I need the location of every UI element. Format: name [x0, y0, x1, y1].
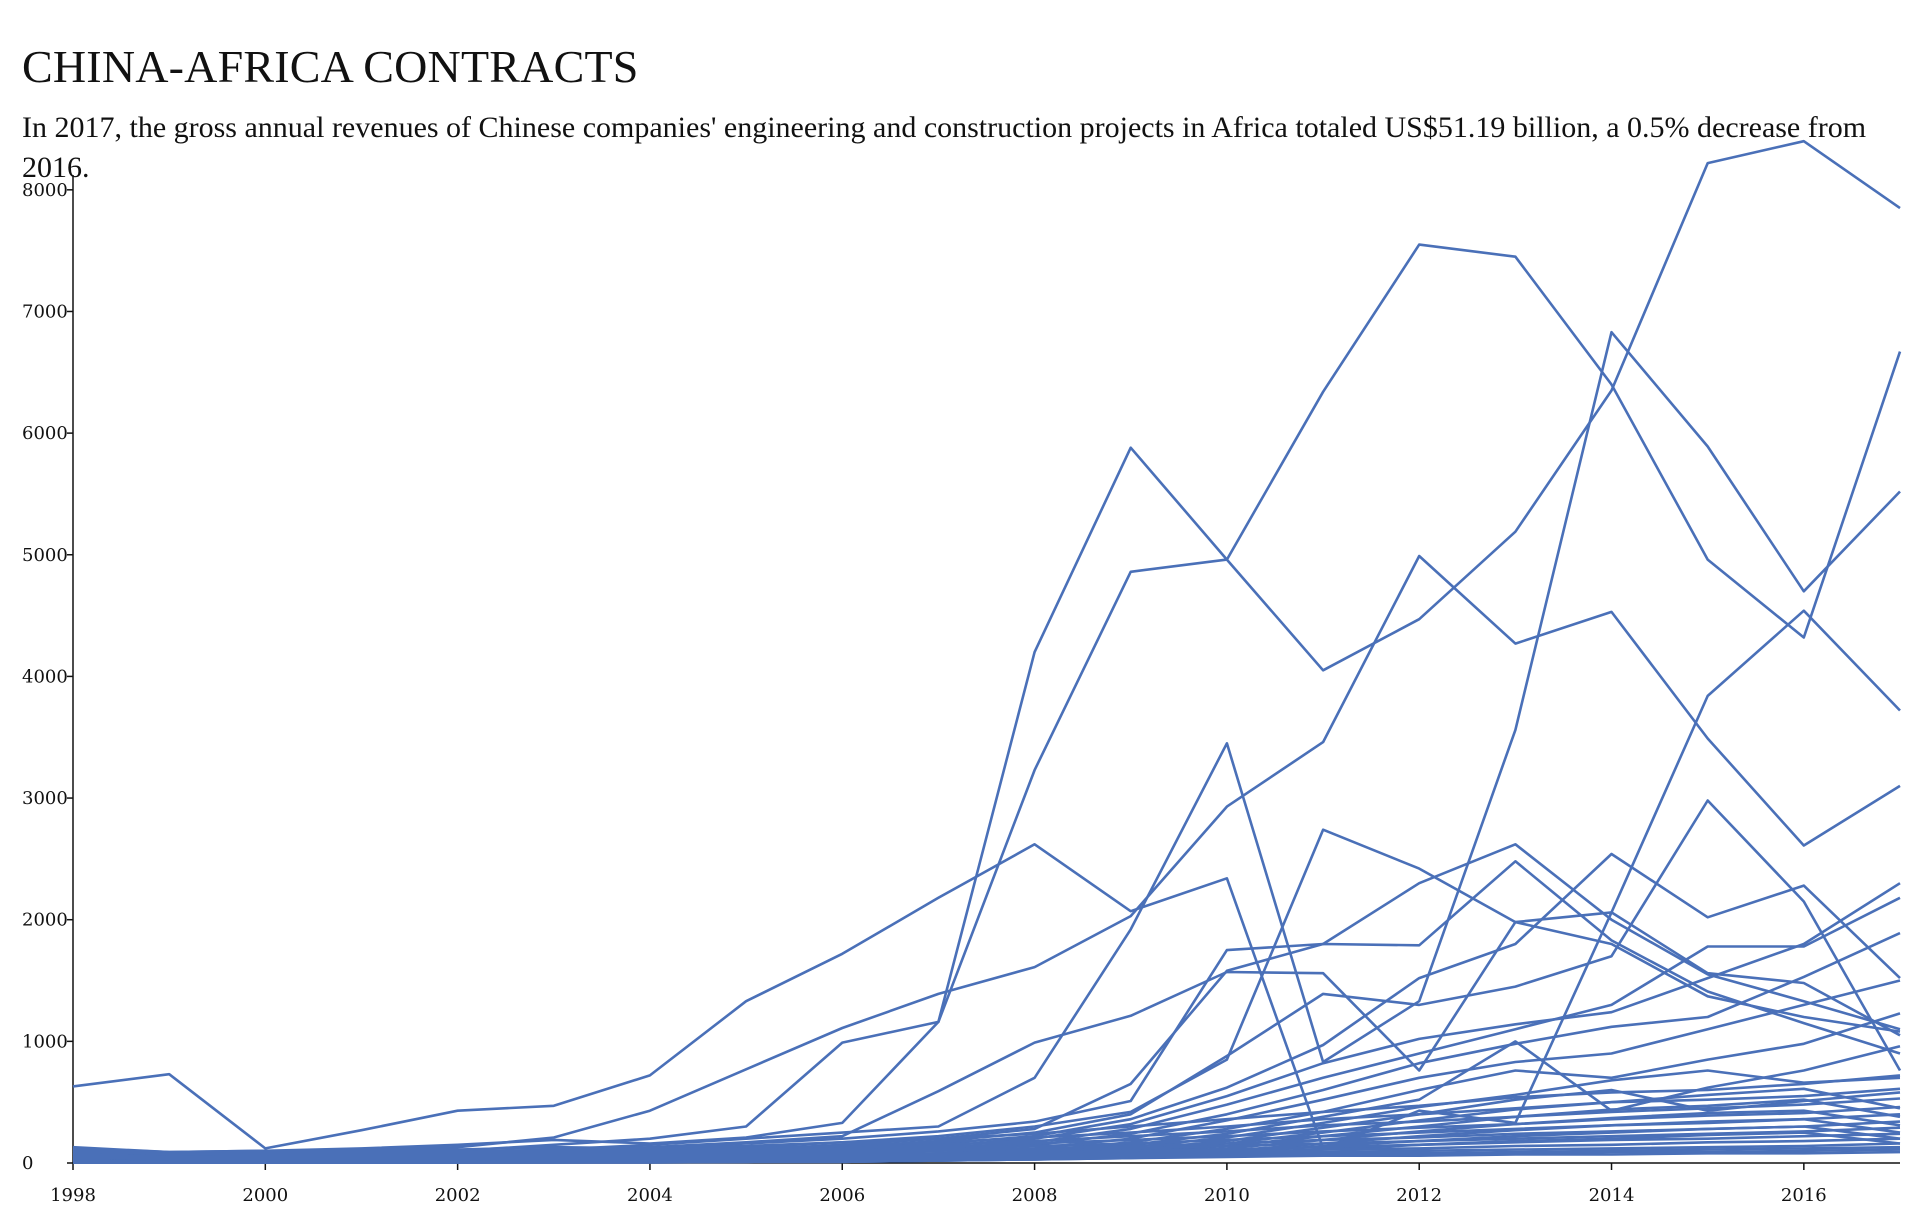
x-tick: 2006: [819, 1163, 865, 1206]
series-line: [72, 243, 1902, 1156]
y-axis: 0 1000 2000 3000 4000 5000 6000 7000 8000: [22, 175, 74, 1174]
series-line: [73, 1150, 1901, 1164]
x-tick: 2016: [1781, 1163, 1827, 1206]
y-tick-label: 8000: [22, 180, 68, 201]
x-tick-label: 2006: [819, 1185, 865, 1206]
y-tick-label: 0: [22, 1153, 33, 1174]
x-tick-label: 1998: [50, 1185, 96, 1206]
x-tick: 2008: [1012, 1163, 1058, 1206]
y-tick: 1000: [22, 1031, 73, 1052]
series-line: [72, 1074, 1901, 1154]
y-tick: 3000: [22, 788, 73, 809]
y-tick: 6000: [22, 423, 73, 444]
series-line: [73, 896, 1901, 1162]
y-tick-label: 5000: [22, 545, 68, 566]
x-axis: 1998 2000 2002 2004 2006 2008 2010 2012 2014 2016: [50, 1162, 1900, 1206]
y-tick: 5000: [22, 545, 73, 566]
x-tick-label: 2016: [1781, 1185, 1827, 1206]
x-tick-label: 2014: [1589, 1185, 1635, 1206]
x-tick-label: 2008: [1012, 1185, 1058, 1206]
y-tick-label: 7000: [22, 301, 68, 322]
x-tick: 2014: [1589, 1163, 1635, 1206]
y-tick: 8000: [22, 180, 73, 201]
series-line: [72, 554, 1901, 1155]
series-line: [72, 330, 1901, 1157]
x-tick: 2000: [242, 1163, 288, 1206]
series-line: [72, 843, 1901, 1150]
x-tick: 2010: [1204, 1163, 1250, 1206]
x-tick: 2002: [435, 1163, 481, 1206]
y-tick-label: 3000: [22, 788, 68, 809]
y-tick-label: 2000: [22, 910, 68, 931]
x-tick: 2012: [1396, 1163, 1442, 1206]
x-tick-label: 2002: [435, 1185, 481, 1206]
y-tick-label: 6000: [22, 423, 68, 444]
y-tick: 4000: [22, 666, 73, 687]
x-tick-label: 2004: [627, 1185, 673, 1206]
y-tick: 7000: [22, 301, 73, 322]
x-tick: 1998: [50, 1163, 96, 1206]
x-tick-label: 2012: [1396, 1185, 1442, 1206]
x-tick-label: 2000: [242, 1185, 288, 1206]
series-line: [72, 139, 1901, 1154]
y-tick-label: 4000: [22, 666, 68, 687]
y-tick: 2000: [22, 910, 73, 931]
chart-title: CHINA-AFRICA CONTRACTS: [22, 41, 639, 92]
x-tick-label: 2010: [1204, 1185, 1250, 1206]
series-layer: [72, 139, 1902, 1164]
y-tick-label: 1000: [22, 1031, 68, 1052]
chart-subtitle: In 2017, the gross annual revenues of Ch…: [22, 111, 1867, 184]
y-tick: 0: [22, 1153, 73, 1174]
x-tick: 2004: [627, 1163, 673, 1206]
